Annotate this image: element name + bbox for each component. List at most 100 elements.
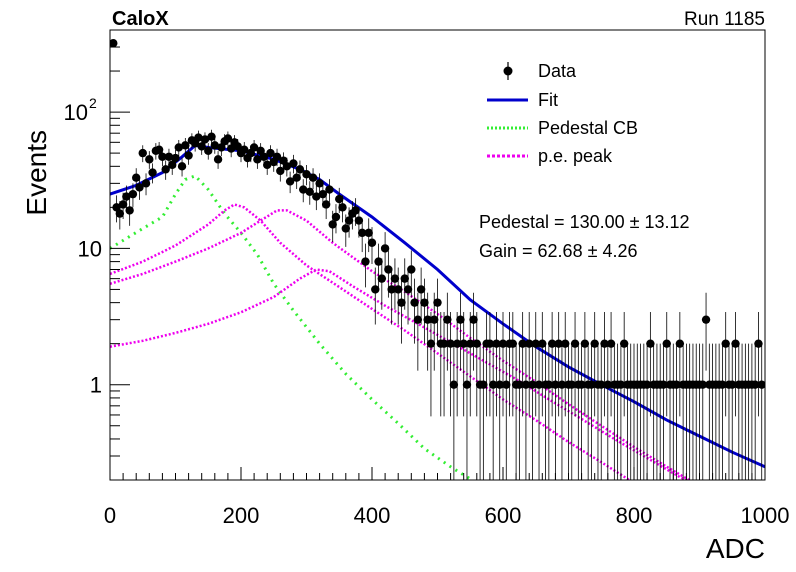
data-point (400, 258, 409, 310)
data-point (407, 250, 416, 298)
data-point (171, 149, 180, 168)
data-point (642, 343, 652, 480)
data-point (128, 183, 138, 208)
y-tick-label: 10 (64, 100, 88, 125)
data-point (469, 292, 478, 371)
data-point (302, 164, 311, 186)
data-point (272, 148, 282, 167)
data-point (433, 278, 442, 344)
data-point (276, 161, 285, 182)
data-point (148, 163, 157, 184)
data-point (135, 177, 144, 200)
data-point (757, 343, 765, 480)
legend: Data Fit Pedestal CB p.e. peak (487, 61, 638, 166)
curve-p-e-peak-2 (110, 209, 692, 480)
data-point (410, 278, 419, 344)
data-point (597, 343, 606, 480)
data-point (110, 39, 118, 48)
data-point (567, 343, 576, 480)
data-point (390, 258, 400, 310)
data-point (570, 312, 580, 417)
data-point (312, 185, 321, 211)
y-tick-label: 10 (78, 236, 102, 261)
data-point (413, 292, 423, 371)
data-point (452, 312, 462, 417)
data-point (557, 343, 567, 480)
data-points (110, 39, 765, 480)
data-point (430, 292, 439, 371)
data-point (423, 292, 432, 371)
data-point (331, 204, 341, 234)
data-point (525, 312, 534, 417)
data-point (397, 278, 406, 344)
data-point (721, 312, 730, 417)
data-point (253, 151, 262, 169)
data-point (672, 343, 681, 480)
data-point (603, 343, 612, 480)
data-point (174, 139, 183, 157)
data-point (698, 343, 707, 480)
data-point (449, 343, 459, 480)
y-tick-label: 1 (90, 373, 102, 398)
x-axis-label: ADC (706, 533, 765, 564)
data-point (675, 312, 685, 417)
data-point (377, 258, 387, 310)
data-point (508, 312, 518, 417)
data-point (462, 343, 472, 480)
data-point (534, 343, 544, 480)
data-point (141, 173, 151, 196)
data-point (521, 343, 531, 480)
data-point (561, 312, 570, 417)
data-point (518, 312, 527, 417)
data-point (184, 147, 193, 165)
legend-label-pedestal: Pedestal CB (538, 118, 638, 138)
annotation-pedestal: Pedestal = 130.00 ± 13.12 (479, 212, 690, 232)
data-point (459, 312, 468, 417)
x-tick-label: 800 (616, 503, 653, 528)
curve-p-e-peak-1 (110, 203, 632, 480)
data-point (750, 343, 760, 480)
data-point (659, 343, 668, 480)
data-point (194, 130, 203, 146)
x-tick-label: 200 (223, 503, 260, 528)
legend-entry-data: Data (503, 61, 577, 81)
data-point (528, 343, 537, 480)
data-point (249, 139, 259, 157)
data-point (662, 312, 671, 417)
data-point (305, 181, 314, 205)
data-point (488, 343, 498, 480)
data-point (443, 292, 452, 371)
data-point (538, 312, 547, 417)
data-point (361, 243, 370, 288)
data-point (551, 343, 560, 480)
data-point (466, 312, 475, 417)
data-point (485, 312, 495, 417)
data-point (325, 179, 334, 203)
data-point (204, 143, 213, 160)
data-point (295, 160, 305, 180)
data-point (426, 312, 436, 417)
data-point (138, 145, 147, 163)
data-point (718, 343, 727, 480)
data-point (590, 312, 599, 417)
data-point (263, 156, 272, 175)
data-point (289, 154, 298, 174)
data-point (338, 195, 347, 223)
data-point (161, 160, 170, 180)
data-point (580, 312, 590, 417)
legend-entry-fit: Fit (487, 90, 558, 110)
data-point (495, 343, 504, 480)
legend-data-marker (503, 66, 513, 76)
data-point (502, 343, 511, 480)
data-point (285, 171, 295, 194)
data-point (200, 132, 210, 148)
data-point (577, 343, 586, 480)
data-point (125, 198, 134, 226)
data-point (731, 312, 740, 417)
data-point (210, 137, 219, 154)
data-point (367, 227, 377, 264)
data-point (207, 129, 216, 145)
data-point (223, 131, 233, 147)
